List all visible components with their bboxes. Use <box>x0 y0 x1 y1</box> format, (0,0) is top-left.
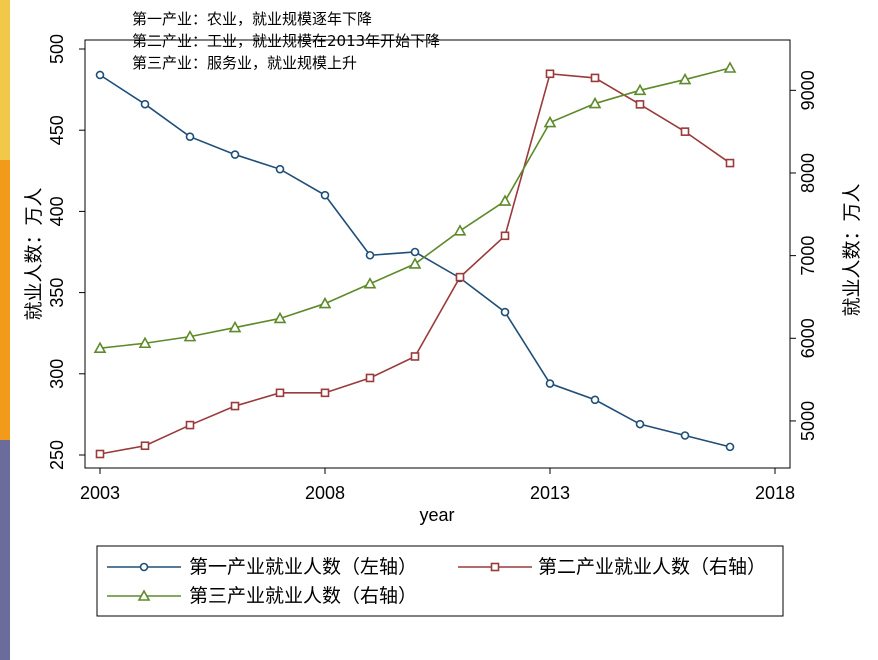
series-1-point <box>185 132 195 141</box>
series-1-point <box>365 250 375 260</box>
series-1-point <box>410 247 420 257</box>
series-2-point <box>500 231 510 241</box>
series-3-point <box>408 257 422 269</box>
series-2-point <box>635 100 645 109</box>
series-3-point <box>588 96 602 109</box>
legend-swatch-marker-1 <box>139 562 149 572</box>
series-3-point <box>93 341 107 354</box>
series-2-point <box>365 373 375 383</box>
y-right-tick-label: 8000 <box>798 153 818 193</box>
y-left-tick-label: 400 <box>47 196 67 226</box>
y-left-tick-label: 350 <box>47 278 67 308</box>
series-1-point <box>500 307 510 317</box>
x-axis-title: year <box>419 505 454 525</box>
series-2-point <box>410 352 420 361</box>
x-tick-label: 2003 <box>80 483 120 503</box>
y-right-tick-label: 9000 <box>798 70 818 110</box>
annotation-line-3: 第三产业：服务业，就业规模上升 <box>132 54 358 72</box>
series-3-point <box>543 115 557 128</box>
series-3-line <box>99 67 731 349</box>
series-3-point <box>318 296 332 309</box>
series-2-point <box>545 69 555 79</box>
series-3-point <box>228 320 242 333</box>
decor-bar-orange <box>0 160 10 440</box>
plot-frame <box>84 39 791 469</box>
y-right-axis-title: 就业人数：万人 <box>841 183 863 316</box>
legend-label-1: 第一产业就业人数（左轴） <box>189 556 417 578</box>
series-2-point <box>725 158 735 168</box>
series-3-point <box>723 61 737 73</box>
series-3-point <box>678 72 692 85</box>
series-1-point <box>230 150 240 159</box>
series-1-point <box>545 379 555 388</box>
legend-label-3: 第三产业就业人数（右轴） <box>189 585 417 607</box>
series-1-point <box>635 419 645 429</box>
y-left-tick-label: 450 <box>47 115 67 145</box>
series-2-point <box>680 127 690 136</box>
x-tick-label: 2013 <box>530 483 570 503</box>
x-tick-label: 2018 <box>755 483 795 503</box>
annotation-line-2: 第二产业：工业，就业规模在2013年开始下降 <box>132 32 441 50</box>
y-left-axis-title: 就业人数：万人 <box>23 187 45 320</box>
y-left-tick-label: 500 <box>47 34 67 64</box>
series-1-point <box>275 164 285 174</box>
series-2-point <box>590 73 600 83</box>
legend-swatch-marker-2 <box>490 562 500 572</box>
series-3-point <box>183 329 197 342</box>
series-2-point <box>95 449 105 459</box>
series-1-point <box>140 99 150 109</box>
y-right-tick-label: 5000 <box>798 401 818 441</box>
y-left-tick-label: 250 <box>47 440 67 470</box>
series-2-point <box>320 388 330 398</box>
y-right-tick-label: 6000 <box>798 318 818 358</box>
y-right-tick-label: 7000 <box>798 236 818 276</box>
series-1-point <box>590 395 600 405</box>
legend-swatch-marker-3 <box>137 589 151 601</box>
legend-label-2: 第二产业就业人数（右轴） <box>538 556 766 578</box>
x-tick-label: 2008 <box>305 483 345 503</box>
series-3-point <box>138 336 152 349</box>
y-left-tick-label: 300 <box>47 359 67 389</box>
legend-box <box>96 545 784 617</box>
series-1-point <box>680 431 690 440</box>
series-2-point <box>455 272 465 282</box>
series-1-point <box>320 190 330 200</box>
series-2-point <box>185 420 195 430</box>
series-1-point <box>725 442 735 452</box>
series-1-point <box>95 70 105 80</box>
decor-bar-purple <box>0 440 10 660</box>
series-3-point <box>453 224 467 236</box>
decor-bar-yellow <box>0 0 10 160</box>
annotation-line-1: 第一产业：农业，就业规模逐年下降 <box>132 10 373 28</box>
series-2-point <box>230 401 240 411</box>
series-2-point <box>275 388 285 398</box>
series-3-point <box>633 83 647 96</box>
series-3-point <box>363 277 377 289</box>
series-3-point <box>498 194 512 206</box>
series-3-point <box>273 311 287 324</box>
series-2-point <box>140 441 150 451</box>
